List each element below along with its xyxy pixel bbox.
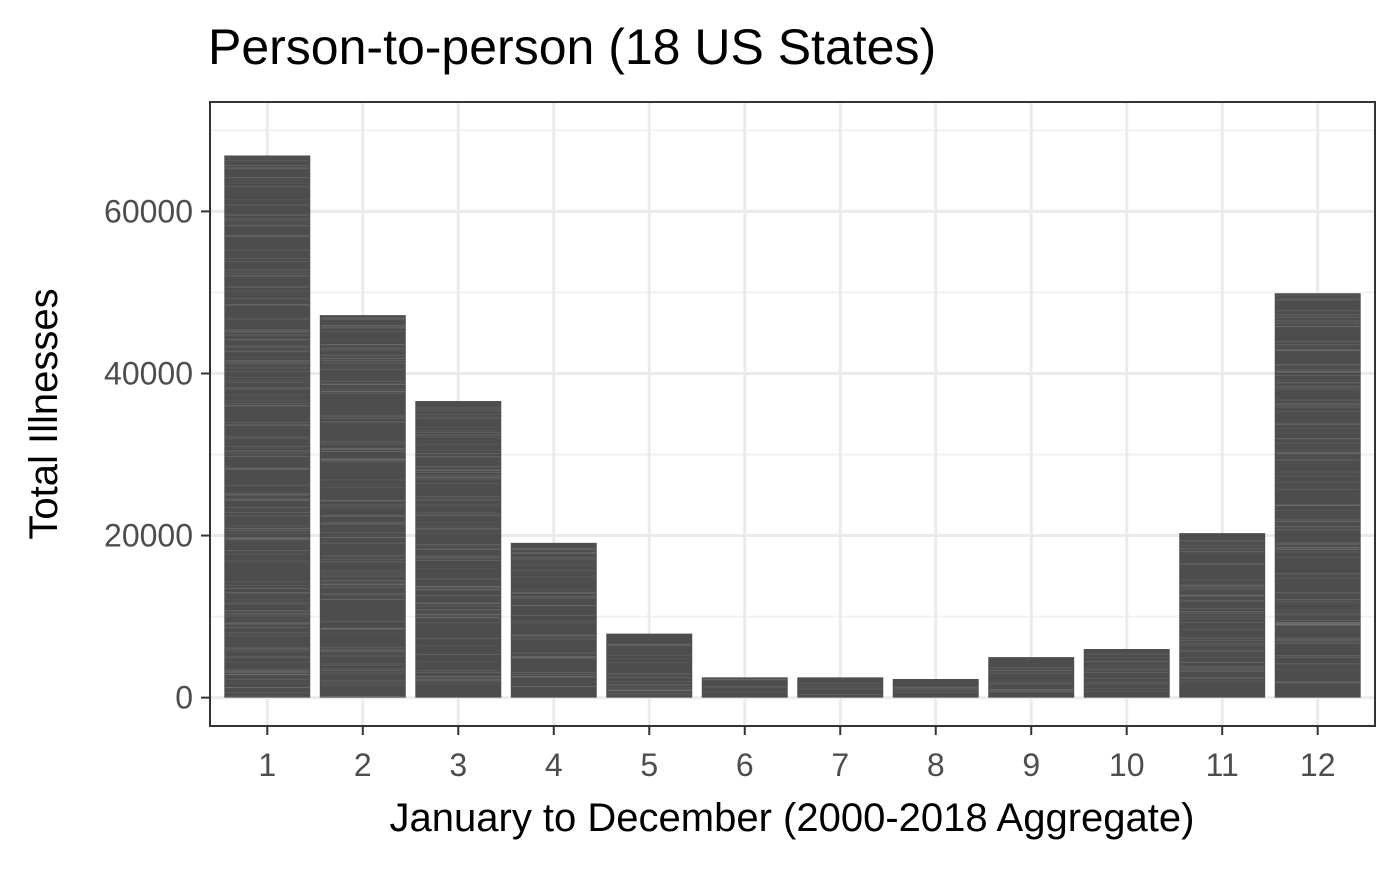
x-tick-label: 3: [449, 747, 467, 783]
bar-6: [701, 677, 788, 698]
bar-fill: [1274, 293, 1361, 698]
bar-fill: [988, 657, 1075, 698]
y-tick-label: 0: [175, 680, 193, 716]
bar-9: [988, 657, 1075, 698]
bar-fill: [797, 677, 884, 698]
bar-8: [892, 678, 979, 698]
panel-border: [209, 101, 1376, 727]
bar-5: [606, 633, 693, 698]
bar-fill: [415, 401, 502, 698]
x-tick-label: 4: [545, 747, 563, 783]
bar-fill: [1179, 533, 1266, 698]
y-tick-label: 40000: [104, 355, 193, 391]
bar-fill: [1083, 649, 1170, 698]
bar-3: [415, 401, 502, 698]
bar-fill: [606, 633, 693, 698]
bar-fill: [701, 677, 788, 698]
bar-1: [224, 155, 311, 698]
x-tick-label: 9: [1022, 747, 1040, 783]
y-tick-label: 60000: [104, 193, 193, 229]
bar-10: [1083, 649, 1170, 698]
x-tick-label: 12: [1300, 747, 1336, 783]
bar-11: [1179, 533, 1266, 698]
bar-fill: [319, 315, 406, 698]
bar-7: [797, 677, 884, 698]
chart-title: Person-to-person (18 US States): [208, 19, 936, 75]
x-tick-label: 1: [258, 747, 276, 783]
bar-fill: [510, 542, 597, 698]
bar-4: [510, 542, 597, 698]
x-tick-label: 8: [927, 747, 945, 783]
y-axis-title: Total Illnesses: [22, 288, 66, 539]
bar-fill: [224, 155, 311, 698]
x-axis-title: January to December (2000-2018 Aggregate…: [390, 796, 1195, 840]
bar-fill: [892, 678, 979, 698]
x-tick-label: 6: [736, 747, 754, 783]
y-tick-label: 20000: [104, 518, 193, 554]
x-tick-label: 2: [354, 747, 372, 783]
x-tick-label: 5: [640, 747, 658, 783]
x-tick-label: 11: [1206, 747, 1239, 783]
bar-2: [319, 315, 406, 698]
bar-12: [1274, 293, 1361, 698]
x-tick-label: 7: [831, 747, 849, 783]
x-tick-label: 10: [1109, 747, 1145, 783]
bars: [224, 155, 1361, 698]
